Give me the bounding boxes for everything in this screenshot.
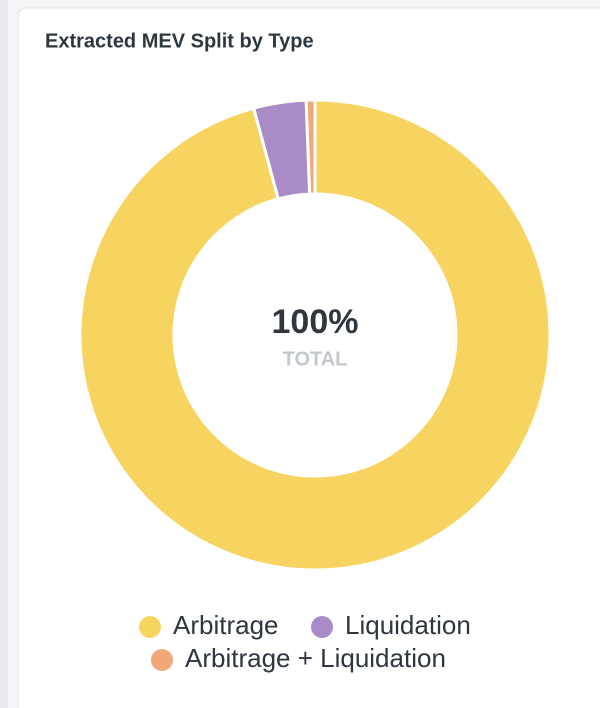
chart-title: Extracted MEV Split by Type [45, 30, 314, 52]
legend-swatch [311, 616, 333, 638]
watermark: 蓝狐笔记 [497, 671, 553, 687]
legend-label: Liquidation [345, 610, 471, 640]
donut-slice [304, 98, 317, 196]
watermark: 金色财经 [515, 682, 595, 705]
center-label: TOTAL [283, 348, 348, 370]
legend-label: Arbitrage + Liquidation [185, 643, 446, 673]
legend-swatch [151, 649, 173, 671]
donut-slice [78, 98, 552, 572]
center-value: 100% [272, 303, 359, 341]
legend-label: Arbitrage [173, 610, 279, 640]
legend-swatch [139, 616, 161, 638]
side-strip [0, 0, 8, 708]
